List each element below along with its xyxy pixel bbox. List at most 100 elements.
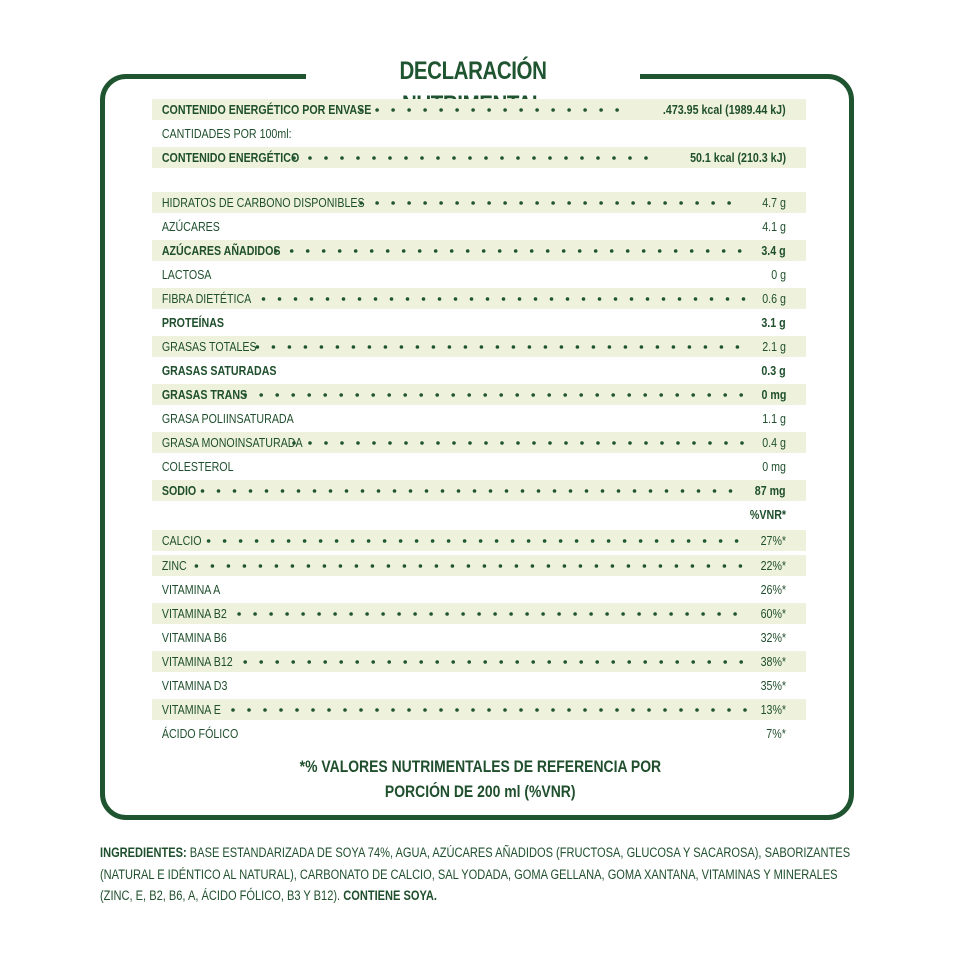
dot — [549, 297, 554, 301]
dot — [568, 489, 573, 493]
dot — [558, 539, 563, 543]
dot — [303, 345, 308, 349]
nutrient-value: %VNR* — [749, 507, 786, 522]
dot — [740, 441, 744, 445]
dot — [644, 156, 648, 160]
dot — [375, 708, 379, 712]
dot — [691, 660, 695, 664]
dot — [355, 393, 359, 397]
dot — [254, 539, 259, 543]
dot — [404, 156, 408, 160]
nutrient-label: ÁCIDO FÓLICO — [161, 726, 239, 741]
nutrient-value: 22%* — [760, 558, 786, 573]
dot — [216, 489, 221, 493]
dot — [292, 441, 296, 445]
nutrient-label: HIDRATOS DE CARBONO DISPONIBLES — [161, 195, 365, 210]
nutrient-value: 3.1 g — [761, 315, 786, 330]
dot — [613, 297, 618, 301]
dot — [222, 539, 227, 543]
dot — [351, 345, 356, 349]
dot — [737, 249, 742, 253]
dot — [632, 489, 637, 493]
dot — [671, 345, 676, 349]
dot — [548, 156, 552, 160]
nutrient-row: VITAMINA B2 60%* — [152, 603, 806, 624]
dot — [344, 489, 349, 493]
dot-leader — [237, 612, 737, 616]
dot-leader — [243, 393, 743, 397]
dot — [319, 345, 324, 349]
dot — [467, 393, 472, 397]
dot — [287, 345, 292, 349]
dot — [739, 660, 743, 664]
dot — [403, 393, 407, 397]
dot — [463, 345, 468, 349]
nutrient-row: COLESTEROL 0 mg — [152, 456, 806, 477]
dot — [397, 612, 401, 616]
dot — [703, 345, 708, 349]
dot — [584, 489, 589, 493]
dot — [375, 108, 379, 112]
dot — [452, 441, 456, 445]
dot — [536, 489, 541, 493]
dot — [381, 612, 385, 616]
dot — [621, 612, 625, 616]
dot — [548, 441, 552, 445]
nutrient-value: 3.4 g — [761, 243, 786, 258]
nutrient-value: 0.6 g — [762, 291, 786, 306]
dot — [419, 393, 424, 397]
nutrient-label: SODIO — [161, 483, 197, 498]
nutrient-row: CONTENIDO ENERGÉTICO 50.1 kcal (210.3 kJ) — [152, 147, 806, 168]
nutrient-label: VITAMINA B6 — [161, 630, 227, 645]
dot — [721, 249, 726, 253]
dot — [535, 708, 539, 712]
dot — [433, 249, 438, 253]
dot — [455, 201, 459, 205]
dot — [727, 201, 731, 205]
dot — [286, 539, 291, 543]
dot — [439, 108, 443, 112]
dot — [455, 108, 459, 112]
dot — [293, 297, 298, 301]
dot — [705, 249, 710, 253]
dot — [647, 708, 651, 712]
dot — [616, 489, 621, 493]
dot — [360, 489, 365, 493]
dot — [706, 564, 711, 568]
dot — [719, 345, 724, 349]
dot-leader — [273, 249, 742, 253]
dot — [420, 441, 424, 445]
dot — [338, 564, 343, 568]
dot — [371, 393, 375, 397]
dot — [628, 441, 632, 445]
dot — [334, 539, 339, 543]
dot — [660, 441, 664, 445]
dot — [675, 660, 679, 664]
nutrient-row: VITAMINA E 13%* — [152, 699, 806, 720]
nutrient-value: 1.1 g — [762, 411, 786, 426]
dot — [631, 201, 635, 205]
dot — [296, 489, 301, 493]
dot — [583, 108, 587, 112]
dot — [401, 249, 406, 253]
footnote-text-2: PORCIÓN DE 200 ml (%VNR) — [384, 782, 576, 801]
dot — [723, 393, 727, 397]
dot-leader — [231, 708, 747, 712]
dot — [600, 489, 605, 493]
nutrient-row: CONTENIDO ENERGÉTICO POR ENVASE .473.95 k… — [152, 99, 806, 120]
dot — [277, 297, 282, 301]
dot — [359, 108, 363, 112]
dot — [210, 564, 215, 568]
nutrient-label: GRASAS TOTALES — [161, 339, 257, 354]
dot — [567, 201, 571, 205]
dot — [500, 156, 504, 160]
dot — [273, 249, 278, 253]
dot — [324, 441, 328, 445]
dot — [413, 612, 417, 616]
dot — [612, 441, 616, 445]
dot-leader — [206, 539, 739, 543]
dot — [680, 489, 685, 493]
dot — [274, 564, 279, 568]
dot — [519, 108, 523, 112]
dot — [403, 660, 407, 664]
